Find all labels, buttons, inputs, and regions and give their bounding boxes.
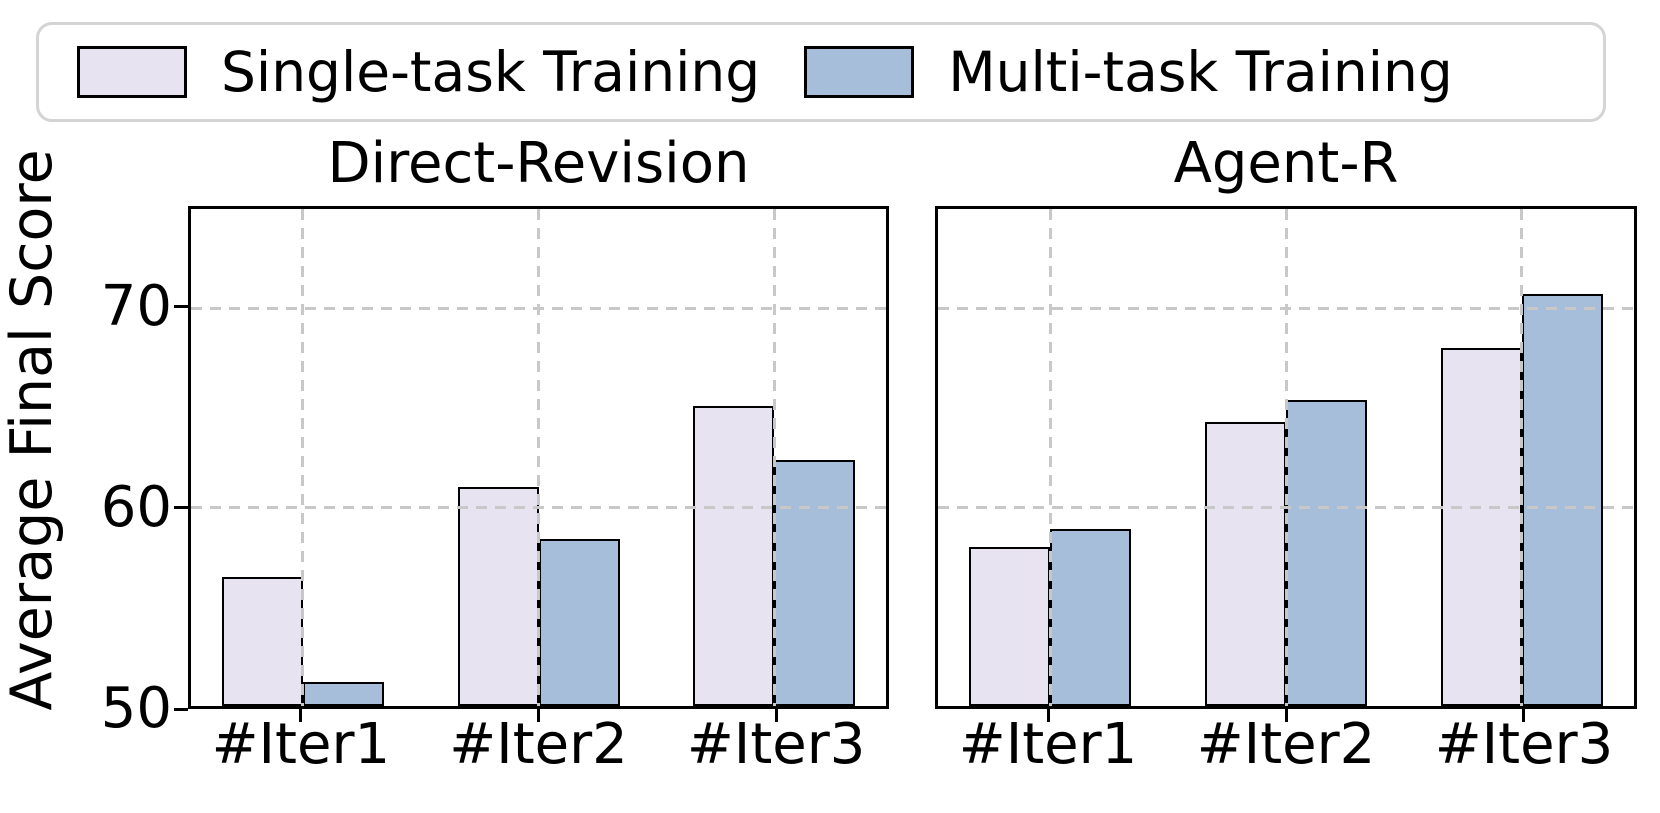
bar-single-task <box>969 546 1051 706</box>
legend-entry-single-task: Single-task Training <box>77 39 761 104</box>
horizontal-gridline <box>191 306 886 310</box>
x-tick-label: #Iter3 <box>686 712 866 777</box>
y-tick-label: 60 <box>100 474 172 540</box>
x-tick-label: #Iter3 <box>1434 712 1614 777</box>
x-tick-mark <box>1284 709 1288 722</box>
vertical-gridline <box>1048 209 1052 706</box>
bar-multi-task <box>302 682 384 706</box>
vertical-gridline <box>1284 209 1288 706</box>
bar-multi-task <box>538 539 620 706</box>
bar-single-task <box>221 576 303 706</box>
y-tick-mark <box>174 707 188 711</box>
bar-multi-task <box>1050 529 1132 706</box>
y-tick-mark <box>174 506 188 510</box>
x-tick-mark <box>537 709 540 722</box>
vertical-gridline <box>301 209 305 706</box>
x-tick-mark <box>774 709 778 722</box>
y-tick-mark <box>174 305 188 309</box>
vertical-gridline <box>772 209 776 706</box>
bar-single-task <box>693 405 775 706</box>
chart-legend: Single-task Training Multi-task Training <box>36 22 1606 122</box>
bar-single-task <box>457 487 539 706</box>
horizontal-gridline <box>191 505 886 509</box>
x-tick-label: #Iter2 <box>449 712 628 777</box>
x-tick-label: #Iter2 <box>1196 712 1376 777</box>
vertical-gridline <box>1520 209 1524 706</box>
x-tick-mark <box>1046 709 1050 722</box>
bar-single-task <box>1440 348 1522 706</box>
x-tick-mark <box>299 709 303 722</box>
bar-multi-task <box>774 459 856 706</box>
bar-multi-task <box>1286 399 1367 706</box>
legend-label-multi-task: Multi-task Training <box>948 39 1453 104</box>
bar-single-task <box>1205 421 1286 706</box>
x-tick-label: #Iter1 <box>958 712 1138 777</box>
legend-swatch-multi-task-icon <box>804 46 915 98</box>
x-tick-label: #Iter1 <box>211 712 391 777</box>
plot-area-agent-r <box>935 206 1637 709</box>
plot-area-direct-revision <box>188 206 889 709</box>
y-tick-label: 50 <box>100 676 172 741</box>
y-tick-label: 70 <box>100 273 172 339</box>
horizontal-gridline <box>938 306 1634 310</box>
vertical-gridline <box>537 209 540 706</box>
x-tick-mark <box>1522 709 1526 722</box>
horizontal-gridline <box>938 505 1634 509</box>
legend-swatch-single-task-icon <box>77 46 187 98</box>
legend-label-single-task: Single-task Training <box>221 39 761 104</box>
subplot-title-direct-revision: Direct-Revision <box>327 131 750 196</box>
subplot-title-agent-r: Agent-R <box>1173 131 1399 196</box>
bar-multi-task <box>1521 294 1603 706</box>
legend-entry-multi-task: Multi-task Training <box>804 39 1453 104</box>
y-axis-label: Average Final Score <box>0 149 65 711</box>
